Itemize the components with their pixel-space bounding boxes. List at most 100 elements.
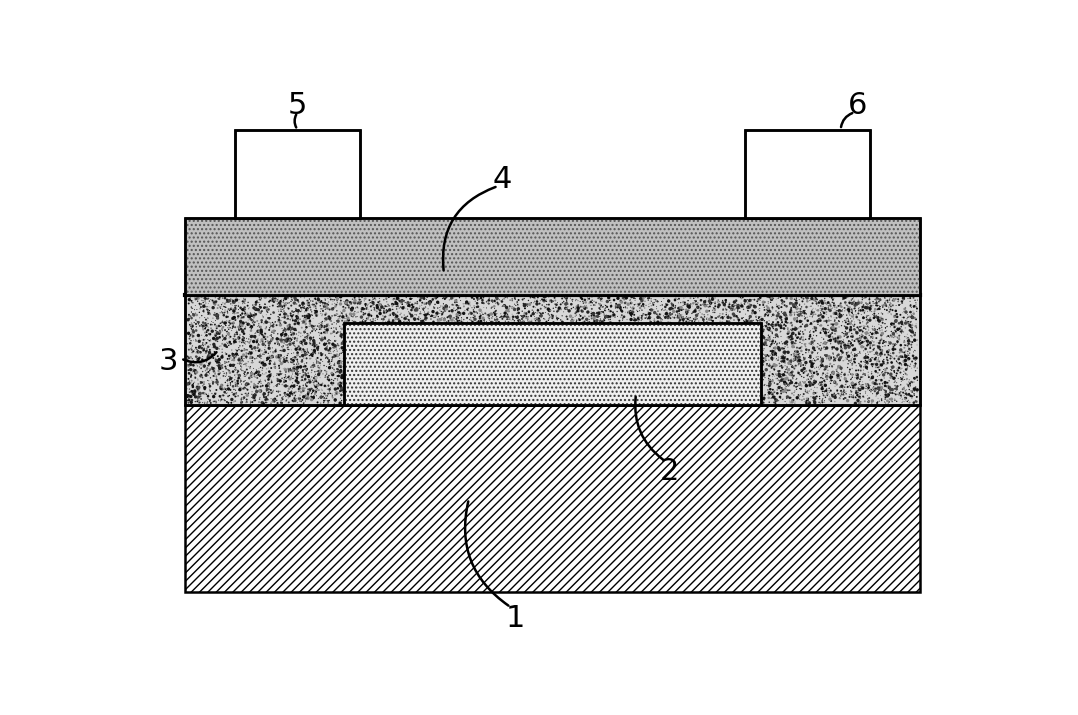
Point <box>567 372 584 383</box>
Point <box>316 324 333 335</box>
Point <box>720 343 737 355</box>
Point <box>404 385 421 396</box>
Point <box>837 354 854 365</box>
Point <box>550 327 567 339</box>
Point <box>736 316 754 327</box>
Point <box>417 322 434 334</box>
Point <box>605 375 622 387</box>
Point <box>184 364 202 375</box>
Point <box>233 365 250 376</box>
Point <box>409 304 426 315</box>
Point <box>384 327 401 338</box>
Point <box>384 317 401 328</box>
Point <box>211 301 229 312</box>
Point <box>844 377 861 388</box>
Point <box>848 311 866 322</box>
Point <box>676 387 693 398</box>
Point <box>406 313 424 325</box>
Point <box>524 350 541 361</box>
Point <box>232 302 249 313</box>
Point <box>618 348 635 360</box>
Point <box>313 323 330 335</box>
Point <box>502 361 520 373</box>
Point <box>600 304 618 315</box>
Point <box>697 292 715 303</box>
Point <box>606 333 623 345</box>
Point <box>345 359 362 370</box>
Point <box>784 388 801 399</box>
Point <box>503 383 521 394</box>
Point <box>788 342 805 353</box>
Point <box>315 390 332 402</box>
Point <box>309 362 327 373</box>
Point <box>741 347 758 358</box>
Point <box>849 373 867 385</box>
Point <box>503 317 521 328</box>
Point <box>337 310 355 322</box>
Point <box>578 393 595 405</box>
Point <box>685 344 702 355</box>
Point <box>307 386 324 398</box>
Point <box>447 325 465 336</box>
Point <box>223 325 240 336</box>
Point <box>364 350 382 362</box>
Point <box>555 325 572 336</box>
Point <box>383 389 400 400</box>
Point <box>195 305 212 317</box>
Point <box>608 335 625 347</box>
Point <box>671 383 688 394</box>
Point <box>889 332 907 344</box>
Point <box>250 345 267 356</box>
Point <box>324 294 342 305</box>
Point <box>443 292 460 304</box>
Point <box>281 319 299 330</box>
Point <box>373 350 390 361</box>
Point <box>307 347 324 359</box>
Point <box>637 341 654 352</box>
Bar <box>185 295 920 405</box>
Point <box>487 297 505 309</box>
Point <box>512 330 529 342</box>
Point <box>383 389 400 400</box>
Point <box>317 390 334 401</box>
Point <box>371 348 388 360</box>
Point <box>490 351 508 363</box>
Point <box>785 327 802 339</box>
Point <box>389 320 406 332</box>
Point <box>792 360 810 371</box>
Point <box>883 361 900 373</box>
Point <box>483 383 500 394</box>
Point <box>302 318 319 330</box>
Point <box>810 300 827 312</box>
Point <box>855 322 872 334</box>
Point <box>805 358 823 370</box>
Point <box>844 392 861 403</box>
Point <box>353 350 370 361</box>
Point <box>431 364 448 375</box>
Point <box>573 306 591 317</box>
Point <box>688 386 705 398</box>
Point <box>691 377 708 388</box>
Point <box>785 390 802 401</box>
Point <box>758 335 775 346</box>
Point <box>288 335 305 346</box>
Point <box>848 373 866 384</box>
Point <box>733 330 750 342</box>
Point <box>573 317 591 328</box>
Point <box>744 307 761 319</box>
Point <box>890 300 908 311</box>
Point <box>789 306 806 317</box>
Point <box>798 379 815 390</box>
Point <box>502 347 520 358</box>
Point <box>547 377 564 388</box>
Point <box>598 390 616 402</box>
Point <box>335 315 353 327</box>
Point <box>377 342 395 353</box>
Point <box>300 393 317 405</box>
Point <box>815 390 832 401</box>
Point <box>815 390 832 401</box>
Point <box>559 321 577 332</box>
Point <box>445 315 462 327</box>
Point <box>513 330 530 342</box>
Point <box>702 297 719 308</box>
